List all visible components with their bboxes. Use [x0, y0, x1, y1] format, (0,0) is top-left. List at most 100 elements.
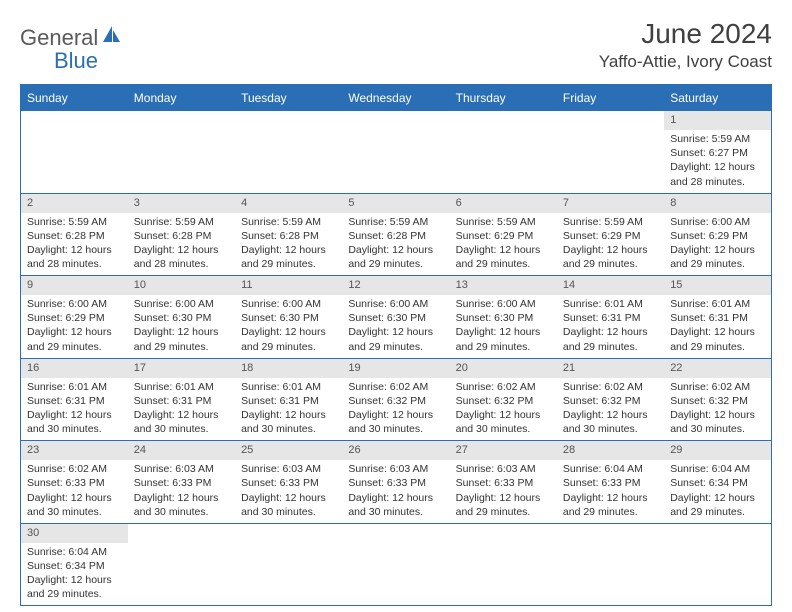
calendar-cell: 15Sunrise: 6:01 AMSunset: 6:31 PMDayligh… [664, 276, 771, 359]
sunrise-text: Sunrise: 5:59 AM [27, 215, 122, 229]
day-content: Sunrise: 6:03 AMSunset: 6:33 PMDaylight:… [128, 460, 235, 523]
daylight-text: Daylight: 12 hours and 30 minutes. [27, 408, 122, 436]
calendar-cell: 16Sunrise: 6:01 AMSunset: 6:31 PMDayligh… [21, 358, 128, 441]
sunset-text: Sunset: 6:28 PM [241, 229, 336, 243]
sunrise-text: Sunrise: 5:59 AM [241, 215, 336, 229]
sunrise-text: Sunrise: 6:02 AM [348, 380, 443, 394]
day-number: 28 [557, 441, 664, 460]
logo-text-b: Blue [54, 48, 98, 73]
sunset-text: Sunset: 6:32 PM [563, 394, 658, 408]
day-content: Sunrise: 6:03 AMSunset: 6:33 PMDaylight:… [235, 460, 342, 523]
calendar-cell: 4Sunrise: 5:59 AMSunset: 6:28 PMDaylight… [235, 193, 342, 276]
sunrise-text: Sunrise: 6:02 AM [563, 380, 658, 394]
day-content: Sunrise: 6:01 AMSunset: 6:31 PMDaylight:… [21, 378, 128, 441]
day-content: Sunrise: 6:03 AMSunset: 6:33 PMDaylight:… [342, 460, 449, 523]
calendar-cell: 22Sunrise: 6:02 AMSunset: 6:32 PMDayligh… [664, 358, 771, 441]
daylight-text: Daylight: 12 hours and 30 minutes. [348, 491, 443, 519]
calendar-cell: 14Sunrise: 6:01 AMSunset: 6:31 PMDayligh… [557, 276, 664, 359]
day-number: 8 [664, 194, 771, 213]
sunset-text: Sunset: 6:31 PM [134, 394, 229, 408]
sunrise-text: Sunrise: 6:00 AM [456, 297, 551, 311]
calendar-cell: 12Sunrise: 6:00 AMSunset: 6:30 PMDayligh… [342, 276, 449, 359]
day-number: 20 [450, 359, 557, 378]
calendar-body: 1Sunrise: 5:59 AMSunset: 6:27 PMDaylight… [21, 111, 772, 606]
calendar-cell: 13Sunrise: 6:00 AMSunset: 6:30 PMDayligh… [450, 276, 557, 359]
calendar-table: SundayMondayTuesdayWednesdayThursdayFrid… [20, 84, 772, 606]
daylight-text: Daylight: 12 hours and 28 minutes. [670, 160, 765, 188]
sunset-text: Sunset: 6:30 PM [348, 311, 443, 325]
sunrise-text: Sunrise: 6:00 AM [670, 215, 765, 229]
day-content: Sunrise: 6:02 AMSunset: 6:32 PMDaylight:… [664, 378, 771, 441]
daylight-text: Daylight: 12 hours and 30 minutes. [670, 408, 765, 436]
sunset-text: Sunset: 6:32 PM [456, 394, 551, 408]
calendar-cell: 8 Sunrise: 6:00 AMSunset: 6:29 PMDaylight… [664, 193, 771, 276]
calendar-cell: 7Sunrise: 5:59 AMSunset: 6:29 PMDaylight… [557, 193, 664, 276]
calendar-cell [557, 111, 664, 193]
sunset-text: Sunset: 6:33 PM [241, 476, 336, 490]
calendar-cell [235, 111, 342, 193]
sunset-text: Sunset: 6:30 PM [134, 311, 229, 325]
sunrise-text: Sunrise: 5:59 AM [456, 215, 551, 229]
daylight-text: Daylight: 12 hours and 29 minutes. [27, 325, 122, 353]
day-number: 27 [450, 441, 557, 460]
calendar-cell: 11Sunrise: 6:00 AMSunset: 6:30 PMDayligh… [235, 276, 342, 359]
day-content: Sunrise: 5:59 AMSunset: 6:28 PMDaylight:… [342, 213, 449, 276]
sunset-text: Sunset: 6:29 PM [27, 311, 122, 325]
calendar-cell [664, 523, 771, 606]
calendar-cell: 3Sunrise: 5:59 AMSunset: 6:28 PMDaylight… [128, 193, 235, 276]
day-content: Sunrise: 5:59 AMSunset: 6:28 PMDaylight:… [235, 213, 342, 276]
day-content: Sunrise: 6:00 AMSunset: 6:30 PMDaylight:… [342, 295, 449, 358]
calendar-cell: 25Sunrise: 6:03 AMSunset: 6:33 PMDayligh… [235, 441, 342, 524]
calendar-cell [128, 111, 235, 193]
day-number: 30 [21, 524, 128, 543]
daylight-text: Daylight: 12 hours and 29 minutes. [670, 243, 765, 271]
sunset-text: Sunset: 6:32 PM [670, 394, 765, 408]
day-content: Sunrise: 6:00 AMSunset: 6:30 PMDaylight:… [450, 295, 557, 358]
daylight-text: Daylight: 12 hours and 30 minutes. [134, 491, 229, 519]
day-number: 9 [21, 276, 128, 295]
calendar-row: 23Sunrise: 6:02 AMSunset: 6:33 PMDayligh… [21, 441, 772, 524]
calendar-cell [21, 111, 128, 193]
sunset-text: Sunset: 6:33 PM [456, 476, 551, 490]
header: General June 2024 Yaffo-Attie, Ivory Coa… [20, 18, 772, 72]
calendar-cell: 27Sunrise: 6:03 AMSunset: 6:33 PMDayligh… [450, 441, 557, 524]
calendar-cell: 17Sunrise: 6:01 AMSunset: 6:31 PMDayligh… [128, 358, 235, 441]
sunset-text: Sunset: 6:29 PM [456, 229, 551, 243]
daylight-text: Daylight: 12 hours and 29 minutes. [670, 491, 765, 519]
daylight-text: Daylight: 12 hours and 29 minutes. [27, 573, 122, 601]
day-content: Sunrise: 6:02 AMSunset: 6:32 PMDaylight:… [557, 378, 664, 441]
sunrise-text: Sunrise: 6:00 AM [27, 297, 122, 311]
daylight-text: Daylight: 12 hours and 30 minutes. [348, 408, 443, 436]
calendar-cell: 24Sunrise: 6:03 AMSunset: 6:33 PMDayligh… [128, 441, 235, 524]
calendar-cell [342, 111, 449, 193]
day-content: Sunrise: 6:02 AMSunset: 6:32 PMDaylight:… [342, 378, 449, 441]
calendar-cell: 1Sunrise: 5:59 AMSunset: 6:27 PMDaylight… [664, 111, 771, 193]
day-number: 16 [21, 359, 128, 378]
daylight-text: Daylight: 12 hours and 29 minutes. [456, 491, 551, 519]
day-number: 25 [235, 441, 342, 460]
sunrise-text: Sunrise: 6:03 AM [241, 462, 336, 476]
day-number: 2 [21, 194, 128, 213]
sail-icon [100, 24, 122, 51]
day-content: Sunrise: 6:04 AMSunset: 6:33 PMDaylight:… [557, 460, 664, 523]
day-number: 19 [342, 359, 449, 378]
sunset-text: Sunset: 6:32 PM [348, 394, 443, 408]
weekday-header-row: SundayMondayTuesdayWednesdayThursdayFrid… [21, 85, 772, 112]
daylight-text: Daylight: 12 hours and 29 minutes. [241, 325, 336, 353]
day-content: Sunrise: 6:00 AMSunset: 6:30 PMDaylight:… [235, 295, 342, 358]
sunset-text: Sunset: 6:30 PM [456, 311, 551, 325]
day-content: Sunrise: 5:59 AMSunset: 6:27 PMDaylight:… [664, 130, 771, 193]
sunset-text: Sunset: 6:34 PM [27, 559, 122, 573]
calendar-cell: 6Sunrise: 5:59 AMSunset: 6:29 PMDaylight… [450, 193, 557, 276]
weekday-header: Friday [557, 85, 664, 112]
day-number: 12 [342, 276, 449, 295]
day-content: Sunrise: 6:02 AMSunset: 6:33 PMDaylight:… [21, 460, 128, 523]
sunrise-text: Sunrise: 6:04 AM [27, 545, 122, 559]
day-content: Sunrise: 6:01 AMSunset: 6:31 PMDaylight:… [557, 295, 664, 358]
calendar-cell: 29Sunrise: 6:04 AMSunset: 6:34 PMDayligh… [664, 441, 771, 524]
sunrise-text: Sunrise: 6:04 AM [670, 462, 765, 476]
sunset-text: Sunset: 6:29 PM [670, 229, 765, 243]
weekday-header: Sunday [21, 85, 128, 112]
daylight-text: Daylight: 12 hours and 30 minutes. [241, 491, 336, 519]
day-content: Sunrise: 6:00 AMSunset: 6:30 PMDaylight:… [128, 295, 235, 358]
